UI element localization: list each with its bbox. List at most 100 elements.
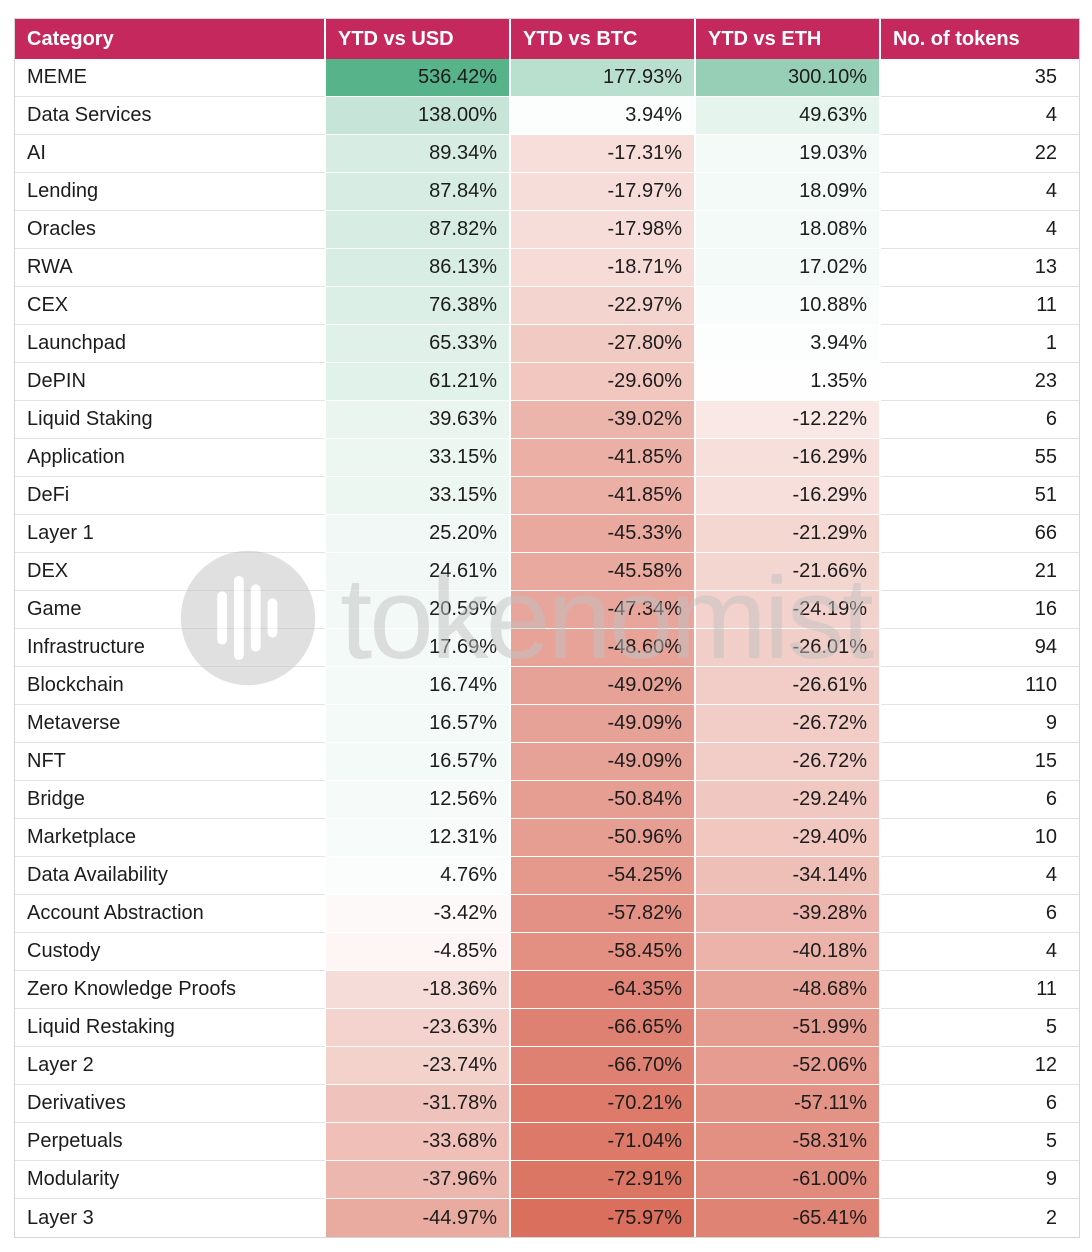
ytd-usd-cell: 4.76% — [326, 857, 511, 895]
tokens-cell: 4 — [881, 857, 1079, 895]
tokens-cell: 6 — [881, 781, 1079, 819]
table-row: AI 89.34% -17.31% 19.03% 22 — [15, 135, 1079, 173]
ytd-usd-cell: 138.00% — [326, 97, 511, 135]
ytd-eth-cell: -58.31% — [696, 1123, 881, 1161]
ytd-eth-cell: -21.29% — [696, 515, 881, 553]
ytd-usd-cell: 86.13% — [326, 249, 511, 287]
ytd-eth-cell: 1.35% — [696, 363, 881, 401]
ytd-usd-cell: -23.63% — [326, 1009, 511, 1047]
ytd-btc-cell: -27.80% — [511, 325, 696, 363]
ytd-eth-cell: -26.72% — [696, 705, 881, 743]
category-cell: Game — [15, 591, 326, 629]
tokens-cell: 4 — [881, 211, 1079, 249]
ytd-usd-cell: 33.15% — [326, 439, 511, 477]
table-row: Layer 1 25.20% -45.33% -21.29% 66 — [15, 515, 1079, 553]
tokens-cell: 4 — [881, 173, 1079, 211]
tokens-cell: 15 — [881, 743, 1079, 781]
tokens-cell: 23 — [881, 363, 1079, 401]
ytd-usd-cell: -33.68% — [326, 1123, 511, 1161]
table-row: DeFi 33.15% -41.85% -16.29% 51 — [15, 477, 1079, 515]
category-cell: Custody — [15, 933, 326, 971]
tokens-cell: 16 — [881, 591, 1079, 629]
ytd-btc-cell: -47.34% — [511, 591, 696, 629]
tokens-cell: 5 — [881, 1009, 1079, 1047]
tokens-cell: 5 — [881, 1123, 1079, 1161]
table-row: Account Abstraction -3.42% -57.82% -39.2… — [15, 895, 1079, 933]
category-cell: Launchpad — [15, 325, 326, 363]
category-cell: Modularity — [15, 1161, 326, 1199]
category-cell: Marketplace — [15, 819, 326, 857]
tokens-cell: 21 — [881, 553, 1079, 591]
ytd-btc-cell: -41.85% — [511, 477, 696, 515]
ytd-usd-cell: 12.56% — [326, 781, 511, 819]
ytd-eth-cell: 17.02% — [696, 249, 881, 287]
table-row: Liquid Restaking -23.63% -66.65% -51.99%… — [15, 1009, 1079, 1047]
ytd-btc-cell: -18.71% — [511, 249, 696, 287]
category-cell: Data Services — [15, 97, 326, 135]
ytd-eth-cell: -12.22% — [696, 401, 881, 439]
ytd-eth-cell: 49.63% — [696, 97, 881, 135]
category-cell: Infrastructure — [15, 629, 326, 667]
ytd-btc-cell: 177.93% — [511, 59, 696, 97]
table-row: Oracles 87.82% -17.98% 18.08% 4 — [15, 211, 1079, 249]
ytd-usd-cell: 16.57% — [326, 705, 511, 743]
tokens-cell: 2 — [1045, 1206, 1057, 1229]
tokens-cell: 6 — [881, 895, 1079, 933]
category-cell: AI — [15, 135, 326, 173]
ytd-btc-cell: -17.97% — [511, 173, 696, 211]
tokens-cell: 1 — [881, 325, 1079, 363]
category-cell: Zero Knowledge Proofs — [15, 971, 326, 1009]
table-row: Liquid Staking 39.63% -39.02% -12.22% 6 — [15, 401, 1079, 439]
ytd-usd-cell: -31.78% — [326, 1085, 511, 1123]
ytd-eth-cell: -52.06% — [696, 1047, 881, 1085]
ytd-btc-cell: -66.65% — [511, 1009, 696, 1047]
table-row: Layer 2 -23.74% -66.70% -52.06% 12 — [15, 1047, 1079, 1085]
tokens-cell: 11 — [881, 971, 1079, 1009]
category-cell: Perpetuals — [15, 1123, 326, 1161]
tokens-cell: 66 — [881, 515, 1079, 553]
category-cell: Metaverse — [15, 705, 326, 743]
ytd-eth-cell: -26.72% — [696, 743, 881, 781]
ytd-eth-cell: -57.11% — [696, 1085, 881, 1123]
table-row: Marketplace 12.31% -50.96% -29.40% 10 — [15, 819, 1079, 857]
category-cell: DeFi — [15, 477, 326, 515]
header-cell-ytd-vs-btc: YTD vs BTC — [511, 19, 696, 59]
tokens-cell: 9 — [881, 705, 1079, 743]
table-row: MEME 536.42% 177.93% 300.10% 35 — [15, 59, 1079, 97]
table-row: Derivatives -31.78% -70.21% -57.11% 6 — [15, 1085, 1079, 1123]
ytd-btc-cell: -22.97% — [511, 287, 696, 325]
ytd-eth-cell: -65.41% — [696, 1199, 881, 1237]
tokens-cell: 6 — [881, 401, 1079, 439]
ytd-eth-cell: -51.99% — [696, 1009, 881, 1047]
ytd-usd-cell: 89.34% — [326, 135, 511, 173]
tokens-cell: 4 — [881, 97, 1079, 135]
ytd-usd-cell: -44.97% — [326, 1199, 511, 1237]
ytd-btc-cell: -75.97% — [511, 1199, 696, 1237]
category-cell: MEME — [15, 59, 326, 97]
ytd-usd-cell: 16.57% — [326, 743, 511, 781]
table-row: Application 33.15% -41.85% -16.29% 55 — [15, 439, 1079, 477]
ytd-usd-cell: 25.20% — [326, 515, 511, 553]
ytd-eth-cell: -29.24% — [696, 781, 881, 819]
category-cell: Lending — [15, 173, 326, 211]
table-body: MEME 536.42% 177.93% 300.10% 35 Data Ser… — [15, 59, 1079, 1237]
ytd-usd-cell: 20.59% — [326, 591, 511, 629]
table-row: Blockchain 16.74% -49.02% -26.61% 110 — [15, 667, 1079, 705]
tokens-cell: 51 — [881, 477, 1079, 515]
table-row: Zero Knowledge Proofs -18.36% -64.35% -4… — [15, 971, 1079, 1009]
ytd-btc-cell: -70.21% — [511, 1085, 696, 1123]
category-cell: Bridge — [15, 781, 326, 819]
ytd-eth-cell: 3.94% — [696, 325, 881, 363]
header-cell-ytd-vs-usd: YTD vs USD — [326, 19, 511, 59]
category-cell: DePIN — [15, 363, 326, 401]
ytd-btc-cell: -41.85% — [511, 439, 696, 477]
ytd-eth-cell: 18.09% — [696, 173, 881, 211]
performance-table: Category YTD vs USD YTD vs BTC YTD vs ET… — [14, 18, 1080, 1238]
table-row: Modularity -37.96% -72.91% -61.00% 9 — [15, 1161, 1079, 1199]
table-row: Game 20.59% -47.34% -24.19% 16 — [15, 591, 1079, 629]
category-cell: Liquid Restaking — [15, 1009, 326, 1047]
table-row: Launchpad 65.33% -27.80% 3.94% 1 — [15, 325, 1079, 363]
category-cell: Account Abstraction — [15, 895, 326, 933]
ytd-btc-cell: -64.35% — [511, 971, 696, 1009]
